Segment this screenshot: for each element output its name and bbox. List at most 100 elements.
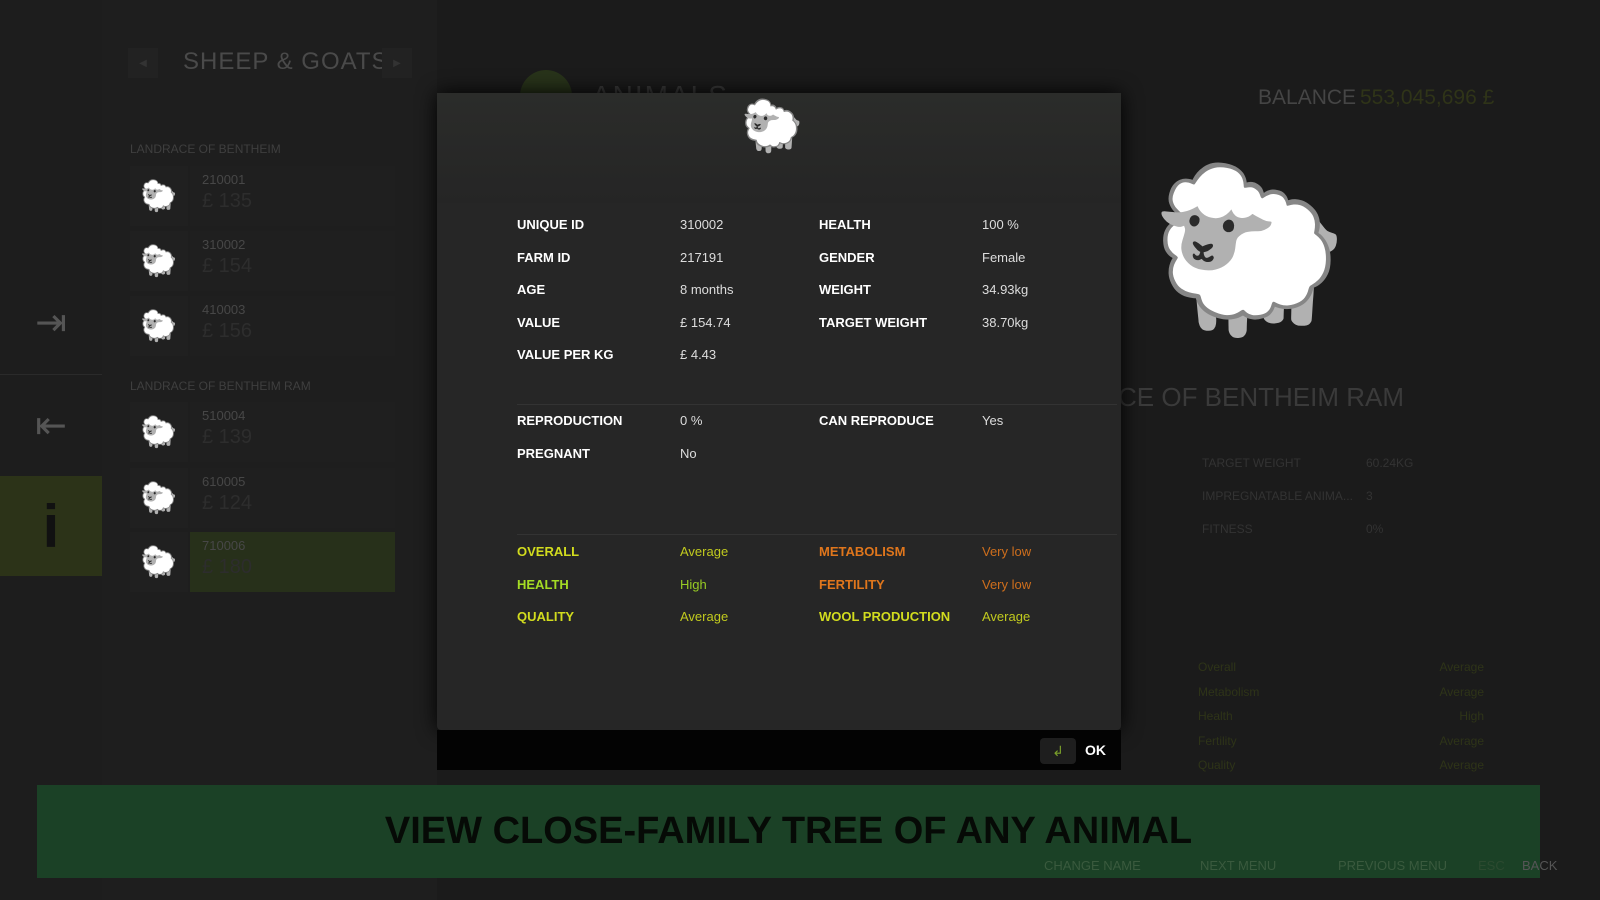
info-value: 34.93kg	[982, 282, 1029, 298]
trait-label: Fertility	[1198, 733, 1237, 748]
sheep-icon: 🐑	[130, 532, 188, 592]
exit-icon: ⇤	[35, 404, 67, 447]
info-value: Very low	[982, 576, 1032, 592]
list-item[interactable]: 🐑 310002 £ 154	[130, 231, 400, 291]
info-value: 38.70kg	[982, 314, 1029, 330]
feature-banner: VIEW CLOSE-FAMILY TREE OF ANY ANIMAL	[37, 785, 1540, 878]
info-value: £ 154.74	[680, 314, 731, 330]
hint-next-menu[interactable]: NEXT MENU	[1200, 858, 1277, 873]
sheep-model: 🐑	[1150, 160, 1350, 339]
sheep-icon: 🐑	[130, 402, 188, 462]
balance-value: 553,045,696 £	[1360, 86, 1495, 109]
info-value: 8 months	[680, 282, 734, 298]
stat-label: IMPREGNATABLE ANIMA...	[1202, 489, 1353, 503]
info-label: WOOL PRODUCTION	[819, 609, 951, 625]
dialog-footer: ↲ OK	[437, 730, 1121, 770]
stat-value: 3	[1366, 489, 1373, 503]
info-label: REPRODUCTION	[517, 413, 623, 428]
stat-value: 60.24KG	[1366, 456, 1414, 470]
info-value: No	[680, 445, 697, 461]
info-label: QUALITY	[517, 609, 575, 625]
info-label: HEALTH	[819, 217, 871, 232]
list-item[interactable]: 🐑 610005 £ 124	[130, 468, 400, 528]
trait-value: Average	[1439, 758, 1484, 773]
trait-value: Average	[1439, 660, 1484, 674]
trait-label: Quality	[1198, 758, 1236, 773]
stat-label: TARGET WEIGHT	[1202, 456, 1301, 470]
animal-price: £ 124	[202, 492, 253, 514]
animal-price: £ 154	[202, 255, 253, 277]
animal-id: 510004	[202, 408, 246, 423]
sheep-icon: 🐑	[130, 166, 188, 226]
sidebar-item-exit[interactable]: ⇤	[0, 375, 102, 475]
esc-key-icon: ESC	[1478, 858, 1505, 873]
list-item[interactable]: 🐑 210001 £ 135	[130, 166, 400, 226]
trait-label: Health	[1198, 709, 1233, 724]
info-label: UNIQUE ID	[517, 217, 585, 232]
list-item-selected[interactable]: 🐑 710006 £ 180	[130, 532, 400, 592]
animal-id: 210001	[202, 172, 246, 187]
stat-label: FITNESS	[1202, 522, 1253, 536]
info-label: OVERALL	[517, 544, 580, 559]
group-title: LANDRACE OF BENTHEIM	[130, 142, 281, 156]
info-value: Average	[680, 544, 729, 559]
info-label: GENDER	[819, 249, 875, 265]
animal-id: 610005	[202, 474, 246, 489]
category-title: SHEEP & GOATS	[183, 48, 389, 75]
chevron-right-icon: ▶	[393, 57, 401, 69]
trait-value: High	[1459, 709, 1484, 724]
info-label: VALUE PER KG	[517, 347, 614, 363]
balance-label: BALANCE	[1258, 86, 1357, 109]
info-value: High	[680, 576, 707, 592]
sheep-icon: 🐑	[741, 98, 804, 154]
info-label: FARM ID	[517, 249, 571, 265]
info-value: 100 %	[982, 217, 1019, 232]
sidebar-item-info[interactable]: i	[0, 476, 102, 576]
info-value: 0 %	[680, 413, 703, 428]
animal-info-dialog: 🐑 UNIQUE ID 310002 HEALTH 100 % FARM ID 21719…	[437, 93, 1121, 730]
enter-icon: ⇥	[35, 301, 67, 344]
info-label: WEIGHT	[819, 282, 871, 298]
trait-value: Average	[1439, 733, 1484, 748]
prev-category-button[interactable]: ◀	[128, 48, 158, 78]
chevron-left-icon: ◀	[139, 57, 147, 69]
info-value: Average	[680, 609, 729, 625]
info-value: Very low	[982, 544, 1032, 559]
hint-previous-menu[interactable]: PREVIOUS MENU	[1338, 858, 1448, 873]
info-label: PREGNANT	[517, 445, 590, 461]
info-label: HEALTH	[517, 576, 569, 592]
next-category-button[interactable]: ▶	[382, 48, 412, 78]
side-nav	[0, 0, 102, 900]
info-value: Yes	[982, 413, 1004, 428]
info-label: FERTILITY	[819, 576, 885, 592]
animal-id: 310002	[202, 237, 246, 252]
info-label: TARGET WEIGHT	[819, 314, 928, 330]
sidebar-item-enter[interactable]: ⇥	[0, 272, 102, 372]
info-value: 217191	[680, 249, 724, 265]
animal-price: £ 156	[202, 320, 253, 342]
sheep-icon: 🐑	[130, 231, 188, 291]
sheep-icon: 🐑	[130, 296, 188, 356]
info-label: VALUE	[517, 314, 561, 330]
info-value: £ 4.43	[680, 347, 717, 363]
animal-id: 710006	[202, 538, 246, 553]
info-label: METABOLISM	[819, 544, 906, 559]
sheep-icon: 🐑	[130, 468, 188, 528]
trait-value: Average	[1439, 684, 1484, 699]
animal-id: 410003	[202, 302, 246, 317]
animal-price: £ 139	[202, 426, 253, 448]
hint-change-name[interactable]: CHANGE NAME	[1044, 858, 1141, 873]
banner-text: VIEW CLOSE-FAMILY TREE OF ANY ANIMAL	[384, 810, 1193, 852]
list-item[interactable]: 🐑 410003 £ 156	[130, 296, 400, 356]
ok-button[interactable]: OK	[1085, 742, 1106, 758]
info-label: AGE	[517, 282, 546, 298]
info-value: Average	[982, 609, 1031, 625]
hint-back[interactable]: BACK	[1522, 858, 1558, 873]
animal-price: £ 180	[202, 556, 253, 578]
group-title: LANDRACE OF BENTHEIM RAM	[130, 379, 311, 393]
divider	[0, 374, 102, 375]
list-item[interactable]: 🐑 510004 £ 139	[130, 402, 400, 462]
stat-value: 0%	[1366, 522, 1384, 536]
trait-label: Metabolism	[1198, 684, 1260, 699]
info-label: CAN REPRODUCE	[819, 413, 934, 428]
